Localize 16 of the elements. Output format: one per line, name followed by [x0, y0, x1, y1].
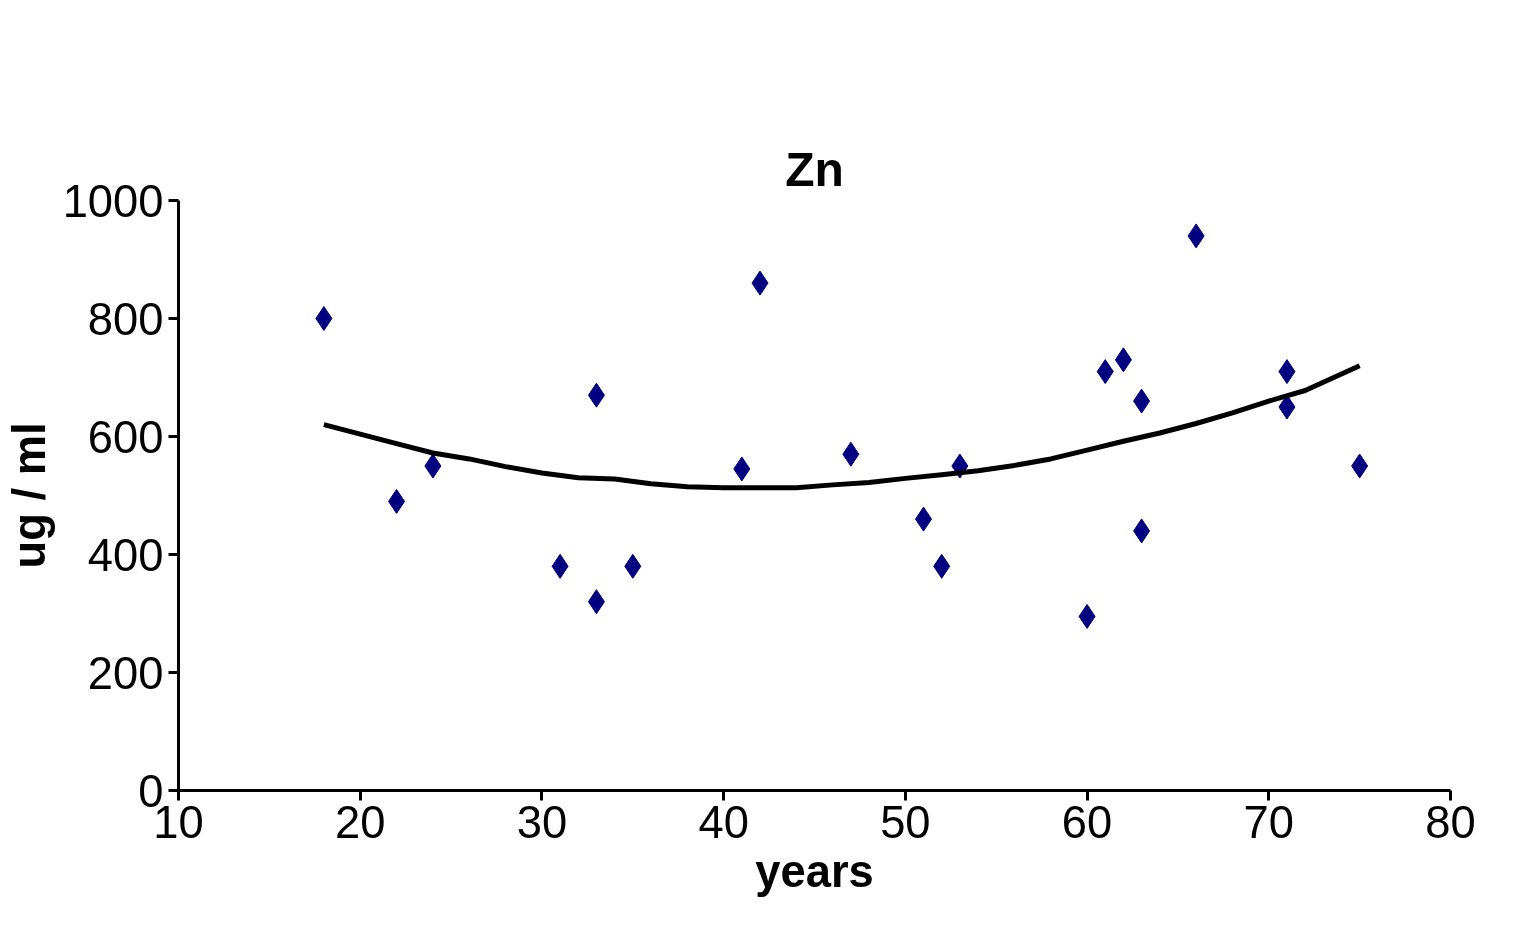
x-tick-label: 70 [1243, 796, 1294, 848]
y-axis-title: ug / ml [3, 422, 55, 569]
chart-title: Zn [785, 142, 844, 196]
x-tick-label: 50 [880, 796, 931, 848]
y-tick-label: 800 [87, 293, 164, 345]
x-tick-label: 80 [1425, 796, 1476, 848]
x-tick-label: 30 [516, 796, 568, 848]
x-tick-label: 60 [1061, 796, 1113, 848]
point [315, 306, 333, 331]
x-tick-label: 40 [698, 796, 749, 848]
x-tick-label: 20 [335, 796, 386, 848]
y-tick-label: 1000 [62, 175, 164, 227]
y-tick-label: 200 [87, 647, 164, 699]
y-tick-label: 400 [87, 529, 164, 581]
x-axis-title: years [755, 845, 874, 897]
y-tick-label: 600 [87, 411, 164, 463]
